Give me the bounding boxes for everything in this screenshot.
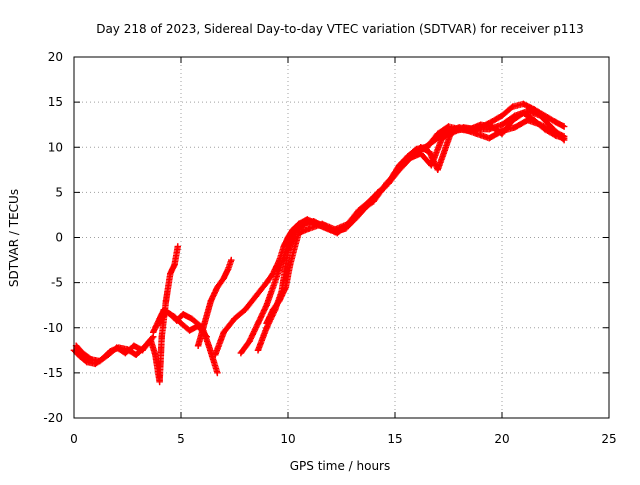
y-axis-label: SDTVAR / TECUs xyxy=(7,189,21,287)
y-tick-label: 10 xyxy=(48,140,63,154)
chart-title: Day 218 of 2023, Sidereal Day-to-day VTE… xyxy=(96,22,584,36)
y-tick-label: 0 xyxy=(55,231,63,245)
x-tick-label: 5 xyxy=(177,432,185,446)
x-tick-label: 0 xyxy=(70,432,78,446)
x-tick-label: 20 xyxy=(494,432,509,446)
chart-container: 0 5 10 15 20 25 -20 -15 -10 -5 0 5 10 15 20 Day 218 o… xyxy=(0,0,640,480)
y-tick-label: 20 xyxy=(48,50,63,64)
x-tick-label: 25 xyxy=(601,432,616,446)
chart-background xyxy=(0,0,640,480)
y-tick-label: -15 xyxy=(43,366,63,380)
y-tick-label: -20 xyxy=(43,411,63,425)
y-tick-label: 5 xyxy=(55,185,63,199)
y-tick-label: 15 xyxy=(48,95,63,109)
y-tick-label: -5 xyxy=(51,276,63,290)
x-tick-label: 10 xyxy=(280,432,295,446)
y-tick-label: -10 xyxy=(43,321,63,335)
vtec-chart: 0 5 10 15 20 25 -20 -15 -10 -5 0 5 10 15 20 Day 218 o… xyxy=(0,0,640,480)
x-tick-label: 15 xyxy=(387,432,402,446)
x-axis-label: GPS time / hours xyxy=(290,459,391,473)
